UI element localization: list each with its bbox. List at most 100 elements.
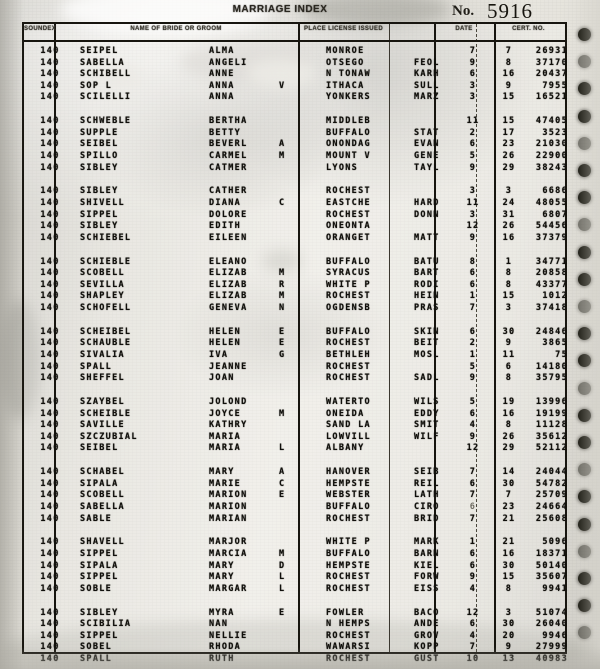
table-row[interactable]: 140 SCOBELL ELIZAB M SYRACUS BART 6 8 20858	[24, 268, 566, 280]
table-row[interactable]: 140 SCHABEL MARY A HANOVER SEIB 7 14 24044	[24, 467, 566, 479]
table-row[interactable]: 140 SIPPEL NELLIE ROCHEST GROV 4 20 9946	[24, 630, 566, 643]
table-row[interactable]: 140 SAVILLE KATHRY SAND LA SMIT 4 8 11128	[24, 420, 566, 432]
clerk-cell: BARN	[414, 549, 440, 559]
table-row[interactable]: 140 SIBLEY CATMER LYONS TAYL 9 29 38243	[24, 162, 566, 175]
soundex-cell: 140	[40, 361, 60, 372]
clerk-cell: SEIB	[414, 467, 440, 478]
month-cell: 6	[469, 69, 477, 80]
table-row[interactable]: 140 SIPPEL MARY L ROCHEST FORW 9 15 35607	[24, 572, 568, 584]
table-row[interactable]: 140 SABELLA MARION BUFFALO CIRO 6 23 24664	[24, 502, 566, 514]
table-row[interactable]: 140 SCHOFELL GENEVA N OGDENSB PRAS 7 3 37418	[24, 303, 566, 315]
certificate-number-cell: 35607	[535, 572, 568, 583]
month-cell: 7	[469, 642, 477, 653]
table-row[interactable]: 140 SCILELLI ANNA YONKERS MARZ 3 15 16521	[24, 92, 566, 104]
month-cell: 10	[466, 654, 480, 664]
table-row[interactable]: 140 SOBEL RHODA WAWARSI KOPP 7 9 27999	[24, 642, 566, 654]
place-cell: BUFFALO	[326, 326, 371, 337]
clerk-cell: MARZ	[414, 92, 440, 103]
soundex-cell: 140	[40, 326, 60, 337]
table-row[interactable]: 140 SCIBILIA NAN N HEMPS ANDE 6 30 26040	[24, 619, 566, 631]
middle-initial-cell: E	[279, 326, 286, 337]
soundex-cell: 140	[40, 467, 60, 478]
place-cell: BUFFALO	[326, 127, 371, 138]
table-row[interactable]: 140 SCHIEBEL EILEEN ORANGET MATT 9 16 37379	[24, 232, 566, 245]
month-cell: 6	[469, 560, 477, 571]
place-cell: ROCHEST	[326, 654, 371, 664]
table-row[interactable]: 140 SHAPLEY ELIZAB M ROCHEST HEIN 1 15 1012	[24, 291, 566, 303]
table-row[interactable]: 140 SABELLA ANGELI OTSEGO FEOL 9 8 37170	[24, 57, 566, 70]
certificate-number-cell: 26931	[535, 46, 568, 56]
table-row[interactable]: 140 SEVILLA ELIZAB R WHITE P RODI 6 8 43377	[24, 280, 566, 292]
table-row[interactable]: 140 SIPPEL DOLORE ROCHEST DONN 3 31 6807	[24, 209, 566, 222]
table-row[interactable]: 140 SIBLEY CATHER ROCHEST 3 3 6686	[24, 186, 566, 198]
table-row[interactable]: 140 SEIBEL BEVERL A ONONDAG EVAN 6 23 21030	[24, 139, 568, 151]
table-row[interactable]: 140 SPALL JEANNE ROCHEST 5 6 14180	[24, 361, 566, 374]
column-rule-place	[389, 24, 390, 652]
surname-cell: SCHEIBLE	[80, 408, 132, 419]
table-row[interactable]: 140 SIPALA MARY D HEMPSTE KIEL 6 30 50140	[24, 560, 566, 573]
table-row[interactable]: 140 SCHEIBEL HELEN E BUFFALO SKIN 6 30 24846	[24, 326, 568, 339]
certificate-number-cell: 24846	[535, 326, 568, 337]
table-row[interactable]: 140 SEIBEL MARIA L ALBANY 12 29 52112	[24, 443, 566, 455]
table-row[interactable]: 140 SIBLEY MYRA E FOWLER BACO 12 3 51074	[24, 608, 566, 620]
soundex-cell: 140	[40, 162, 60, 173]
table-row[interactable]: 140 SCHWEBLE BERTHA MIDDLEB 11 15 47405	[24, 116, 566, 128]
given-name-cell: DOLORE	[209, 209, 248, 220]
soundex-cell: 140	[40, 549, 60, 559]
month-cell: 2	[469, 338, 477, 349]
table-row[interactable]: 140 SHEFFEL JOAN ROCHEST SADL 9 8 35795	[24, 373, 566, 385]
table-row[interactable]: 140 SZAYBEL JOLOND WATERTO WILS 5 19 13996	[24, 397, 566, 409]
clerk-cell: HARD	[414, 198, 440, 208]
clerk-cell: BEIT	[414, 338, 440, 349]
table-row[interactable]: 140 SIPPEL MARCIA M BUFFALO BARN 6 16 18371	[24, 549, 566, 561]
table-row[interactable]: 140 SIVALIA IVA G BETHLEH MOSL 1 11 75	[24, 350, 566, 362]
table-row[interactable]: 140 SPILLO CARMEL M MOUNT V GENE 5 26 22900	[24, 151, 566, 163]
table-row[interactable]: 140 SCHIBELL ANNE N TONAW KARH 6 16 20437	[24, 69, 566, 81]
table-row[interactable]: 140 SCHAUBLE HELEN E ROCHEST BEIT 2 9 3865	[24, 338, 566, 350]
place-cell: ROCHEST	[326, 338, 371, 349]
day-cell: 26	[502, 151, 516, 161]
table-row[interactable]: 140 SOBLE MARGAR L ROCHEST EISS 4 8 9941	[24, 584, 566, 596]
month-cell: 9	[469, 57, 477, 68]
surname-cell: SIPPEL	[80, 549, 119, 559]
table-row[interactable]: 140 SCHIEBLE ELEANO BUFFALO BATU 8 1 34771	[24, 257, 566, 269]
surname-cell: SOBEL	[80, 642, 113, 653]
table-row[interactable]: 140 SCHEIBLE JOYCE M ONEIDA EDDY 6 16 19199	[24, 408, 566, 421]
table-row[interactable]: 140 SIBLEY EDITH ONEONTA 12 26 54456	[24, 221, 566, 233]
sprocket-hole	[578, 164, 591, 177]
middle-initial-cell: V	[279, 80, 286, 91]
place-cell: WAWARSI	[326, 642, 371, 653]
table-row[interactable]: 140 SZCZUBIAL MARIA LOWVILL WILF 9 26 35612	[24, 431, 566, 444]
certificate-number-cell: 21030	[535, 139, 568, 150]
place-cell: ONONDAG	[326, 139, 371, 150]
table-row[interactable]: 140 SEIPEL ALMA MONROE 7 7 26931	[24, 46, 568, 58]
table-row[interactable]: 140 SPALL RUTH ROCHEST GUST 10 13 40983	[24, 654, 566, 666]
month-cell: 6	[469, 478, 477, 489]
given-name-cell: MARY	[209, 572, 235, 583]
month-cell: 6	[469, 268, 477, 279]
table-row[interactable]: 140 SABLE MARIAN ROCHEST BRID 7 21 25608	[24, 514, 566, 526]
day-cell: 20	[502, 630, 516, 641]
table-row[interactable]: 140 SHAVELL MARJOR WHITE P MARK 1 21 5096	[24, 537, 566, 549]
clerk-cell: STAT	[414, 127, 440, 138]
clerk-cell: WILF	[414, 431, 440, 442]
certificate-number-cell: 7955	[542, 80, 568, 91]
surname-cell: SCHIBELL	[80, 69, 132, 80]
middle-initial-cell: E	[279, 338, 286, 349]
middle-initial-cell: N	[279, 303, 286, 313]
clerk-cell: GROV	[414, 630, 440, 641]
table-row[interactable]: 140 SHIVELL DIANA C EASTCHE HARD 11 24 48055	[24, 198, 566, 210]
surname-cell: SIPPEL	[80, 209, 119, 220]
place-cell: LOWVILL	[326, 431, 371, 442]
place-cell: BUFFALO	[326, 549, 371, 559]
table-row[interactable]: 140 SOP L ANNA V ITHACA SULL 3 9 7955	[24, 80, 568, 93]
table-row[interactable]: 140 SUPPLE BETTY BUFFALO STAT 2 17 3523	[24, 127, 566, 140]
clerk-cell: REIL	[414, 478, 440, 489]
table-row[interactable]: 140 SIPALA MARIE C HEMPSTE REIL 6 30 54782	[24, 478, 566, 491]
table-row[interactable]: 140 SCOBELL MARION E WEBSTER LATH 7 7 25709	[24, 490, 566, 502]
soundex-cell: 140	[40, 232, 60, 243]
given-name-cell: GENEVA	[209, 303, 248, 313]
soundex-cell: 140	[40, 408, 60, 419]
day-cell: 30	[502, 478, 516, 489]
soundex-cell: 140	[40, 397, 60, 407]
